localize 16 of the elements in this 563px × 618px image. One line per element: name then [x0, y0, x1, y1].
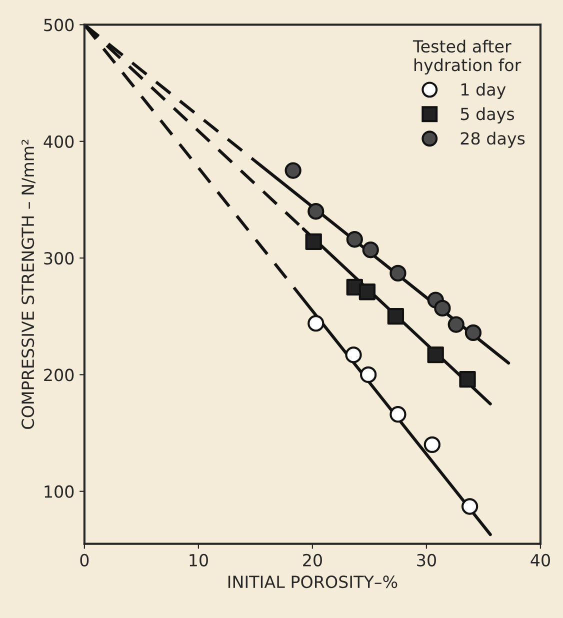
y-tick-label: 300: [44, 252, 74, 265]
x-tick-label: 20: [303, 554, 322, 566]
x-tick-label: 0: [80, 554, 89, 566]
x-tick-label: 30: [417, 554, 436, 566]
legend-label: 28 days: [460, 132, 525, 148]
y-tick-label: 400: [44, 135, 74, 148]
y-tick-label: 200: [44, 368, 74, 382]
x-axis-title: INITIAL POROSITY–%: [228, 576, 398, 588]
legend-label: 5 days: [460, 107, 514, 124]
y-axis-title: COMPRESSIVE STRENGTH – N/mm²: [22, 140, 36, 429]
legend-label: 1 day: [461, 82, 506, 99]
legend-title: Tested after hydration for: [412, 40, 522, 75]
y-tick-label: 100: [44, 485, 74, 498]
y-tick-label: 500: [44, 18, 74, 32]
x-tick-label: 40: [530, 554, 550, 566]
x-tick-label: 10: [190, 554, 208, 566]
